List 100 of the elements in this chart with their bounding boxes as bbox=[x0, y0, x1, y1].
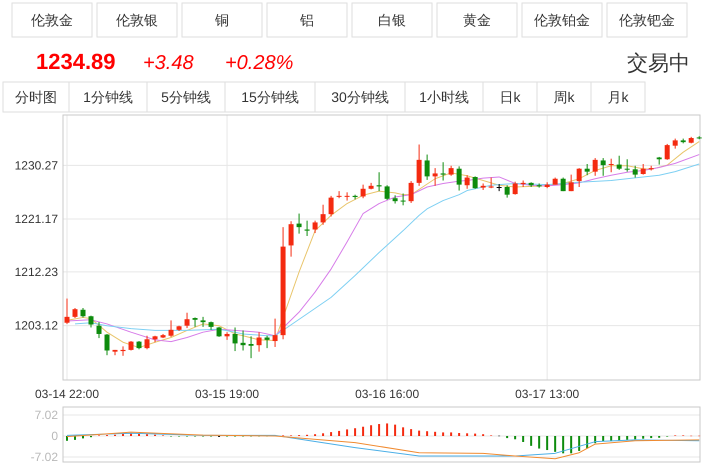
tab: 伦敦金 bbox=[12, 2, 92, 38]
bar bbox=[570, 436, 572, 454]
candlestick bbox=[584, 163, 590, 176]
category-label: 白银 bbox=[378, 12, 406, 28]
text: +0.28% bbox=[225, 52, 294, 74]
bar bbox=[394, 424, 396, 436]
candlestick bbox=[96, 322, 102, 339]
candlestick bbox=[320, 204, 326, 226]
candlestick bbox=[624, 158, 630, 172]
candlestick bbox=[424, 154, 430, 180]
candlestick bbox=[632, 165, 638, 178]
bar bbox=[442, 432, 444, 436]
candlestick bbox=[464, 174, 470, 190]
x-tick-label: 03-16 16:00 bbox=[355, 387, 420, 401]
category-label: 铝 bbox=[299, 12, 314, 28]
candlestick bbox=[664, 143, 670, 160]
bar bbox=[370, 425, 372, 436]
bar bbox=[602, 436, 604, 442]
tab: 伦敦铂金 bbox=[522, 2, 602, 38]
category-label: 分时图 bbox=[15, 89, 57, 105]
y-tick-label: 1230.27 bbox=[14, 158, 58, 172]
category-label: 15分钟线 bbox=[241, 89, 299, 105]
bar bbox=[346, 429, 348, 436]
tab: 周k bbox=[536, 82, 592, 112]
bar bbox=[66, 436, 68, 441]
bar bbox=[378, 424, 380, 436]
text: 1234.89 bbox=[36, 49, 116, 74]
text: 交易中 bbox=[627, 52, 690, 75]
candlestick bbox=[248, 336, 254, 359]
y-tick-label: 0 bbox=[51, 428, 58, 443]
bar bbox=[434, 432, 436, 436]
candlestick bbox=[376, 172, 382, 192]
category-label: 1分钟线 bbox=[83, 89, 133, 105]
bar bbox=[466, 433, 468, 436]
bar bbox=[426, 431, 428, 436]
candlestick bbox=[168, 320, 174, 338]
bar bbox=[410, 429, 412, 436]
text: +3.48 bbox=[143, 52, 194, 74]
candlestick bbox=[512, 181, 518, 196]
bar bbox=[82, 436, 84, 438]
candlestick bbox=[640, 163, 646, 176]
bar bbox=[362, 426, 364, 436]
bar bbox=[386, 423, 388, 436]
tab: 铜 bbox=[182, 2, 262, 38]
x-tick-label: 03-15 19:00 bbox=[195, 387, 260, 401]
bar bbox=[418, 430, 420, 436]
candlestick bbox=[144, 335, 150, 350]
candlestick bbox=[192, 316, 198, 328]
candlestick bbox=[296, 213, 302, 234]
candlestick bbox=[416, 144, 422, 186]
candlestick bbox=[128, 340, 134, 351]
bar bbox=[402, 427, 404, 436]
candlestick bbox=[600, 158, 606, 176]
bar bbox=[650, 436, 652, 438]
bar bbox=[514, 436, 516, 440]
candlestick bbox=[576, 168, 582, 188]
category-label: 伦敦金 bbox=[31, 12, 73, 28]
category-label: 伦敦铂金 bbox=[534, 12, 590, 28]
candlestick bbox=[400, 192, 406, 206]
tab: 铝 bbox=[266, 2, 348, 38]
candlestick bbox=[312, 220, 318, 234]
bar bbox=[330, 432, 332, 436]
y-tick-label: 1221.17 bbox=[14, 212, 58, 226]
bar bbox=[626, 436, 628, 440]
candlestick bbox=[456, 166, 462, 192]
tab: 白银 bbox=[352, 2, 432, 38]
tab: 分时图 bbox=[2, 82, 70, 112]
candlestick bbox=[88, 315, 94, 328]
bar bbox=[506, 436, 508, 438]
candlestick bbox=[448, 165, 454, 176]
tab: 15分钟线 bbox=[224, 82, 316, 112]
y-tick-label: 1203.12 bbox=[14, 318, 58, 333]
category-label: 伦敦银 bbox=[116, 12, 158, 28]
bar bbox=[530, 436, 532, 446]
x-tick-label: 03-17 13:00 bbox=[515, 387, 580, 401]
candlestick bbox=[384, 184, 390, 200]
tab: 月k bbox=[590, 82, 646, 112]
candlestick bbox=[104, 333, 110, 356]
candlestick bbox=[80, 307, 86, 318]
candlestick bbox=[232, 326, 238, 352]
candlestick bbox=[616, 155, 622, 170]
candlestick bbox=[216, 326, 222, 338]
y-tick-label: 1212.23 bbox=[14, 264, 58, 279]
x-tick-label: 03-14 22:00 bbox=[34, 387, 100, 401]
candlestick bbox=[64, 298, 70, 324]
tab: 黄金 bbox=[436, 2, 518, 38]
category-label: 月k bbox=[608, 89, 630, 105]
bar bbox=[458, 433, 460, 436]
bar bbox=[338, 430, 340, 436]
category-label: 5分钟线 bbox=[161, 89, 211, 105]
category-label: 铜 bbox=[214, 12, 229, 28]
y-tick-label: 7.02 bbox=[34, 408, 58, 422]
candlestick bbox=[672, 138, 678, 150]
candlestick bbox=[472, 176, 478, 190]
category-label: 伦敦钯金 bbox=[619, 12, 675, 28]
candlestick bbox=[256, 332, 262, 352]
category-label: 日k bbox=[500, 89, 522, 105]
bar bbox=[546, 436, 548, 450]
candlestick bbox=[504, 184, 510, 198]
bar bbox=[554, 436, 556, 452]
